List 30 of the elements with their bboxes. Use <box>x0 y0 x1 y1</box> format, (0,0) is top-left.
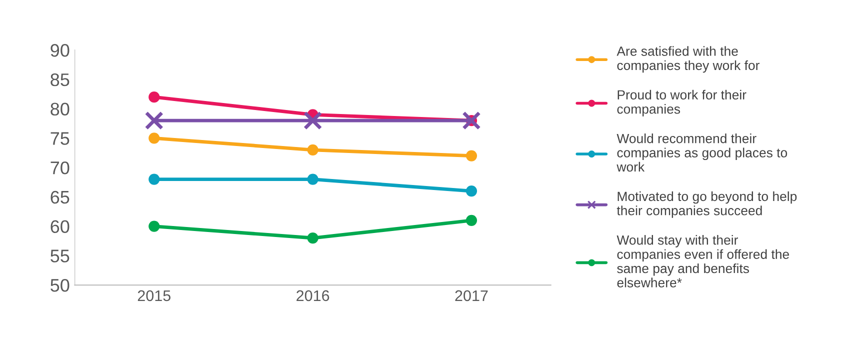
y-tick-label: 90 <box>50 44 70 57</box>
legend-label: Proud to work for their companies <box>617 90 746 116</box>
point <box>148 220 160 232</box>
y-tick-label: 80 <box>50 102 70 116</box>
x-tick-label: 2017 <box>455 290 488 302</box>
point <box>466 214 478 226</box>
legend-label: Are satisfied with the companies they work for <box>616 46 760 73</box>
y-tick-label: 85 <box>50 73 70 86</box>
point <box>148 132 160 144</box>
legend-label: Would recommend their companies as good places to work <box>616 134 788 172</box>
point <box>466 185 478 197</box>
point <box>307 144 318 156</box>
point <box>307 232 318 244</box>
y-tick-label: 50 <box>50 278 70 292</box>
legend-label: Would stay with their companies even if offered the same pay and benefits elsewhere* <box>616 235 789 288</box>
point <box>144 111 164 130</box>
point <box>462 111 481 130</box>
point <box>466 150 478 162</box>
point <box>303 111 322 130</box>
point <box>307 174 318 185</box>
y-tick-label: 55 <box>50 250 70 262</box>
y-tick-label: 75 <box>50 132 70 145</box>
legend-label: Motivated to go beyond to help their companies succeed <box>616 191 797 218</box>
point <box>148 174 160 185</box>
x-tick-label: 2015 <box>138 290 170 302</box>
point <box>148 92 160 103</box>
x-tick-label: 2016 <box>296 290 330 302</box>
y-tick-label: 70 <box>50 161 70 174</box>
y-tick-label: 60 <box>50 220 70 234</box>
y-tick-label: 65 <box>50 190 70 204</box>
